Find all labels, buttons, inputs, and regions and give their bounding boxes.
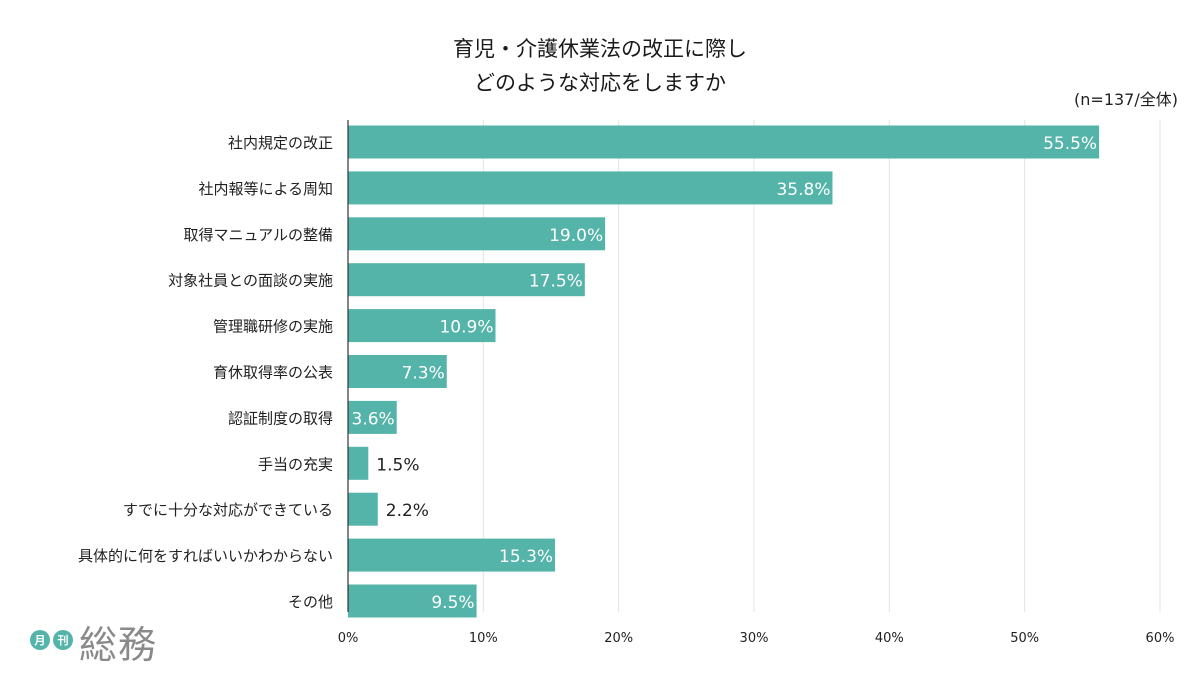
sample-size-note: (n=137/全体) (1074, 90, 1178, 109)
bar (348, 171, 833, 205)
data-label: 10.9% (439, 318, 493, 338)
chart-title-line-1: 育児・介護休業法の改正に際し (453, 37, 747, 61)
monthly-soumu-logo: 月 刊 総務 (30, 620, 157, 666)
data-label: 19.0% (549, 226, 603, 246)
bar (348, 355, 447, 388)
bar (348, 492, 378, 526)
category-label: 管理職研修の実施 (213, 318, 333, 336)
data-label: 9.5% (431, 593, 474, 613)
category-label: 取得マニュアルの整備 (183, 226, 333, 244)
bar (348, 400, 397, 434)
category-label: すでに十分な対応ができている (123, 501, 333, 519)
data-label: 3.6% (352, 409, 395, 429)
data-label: 17.5% (529, 272, 583, 292)
bar (348, 217, 606, 251)
x-tick-label: 40% (875, 631, 904, 646)
logo-wordmark: 総務 (79, 623, 158, 667)
bar (348, 446, 369, 480)
category-label: 対象社員との面談の実施 (168, 272, 333, 290)
logo-circles: 月 刊 (30, 630, 73, 650)
x-tick-label: 0% (338, 631, 359, 646)
category-label: 社内報等による周知 (198, 180, 333, 198)
bar (348, 584, 477, 618)
data-label: 15.3% (499, 547, 553, 567)
data-label: 7.3% (402, 364, 445, 384)
category-label: 手当の充実 (258, 455, 333, 473)
category-label: その他 (288, 593, 333, 611)
category-label: 認証制度の取得 (228, 409, 333, 427)
x-tick-label: 10% (469, 631, 498, 646)
data-label: 2.2% (386, 501, 429, 521)
chart-title: 育児・介護休業法の改正に際し どのような対応をしますか (0, 32, 1200, 100)
category-label: 育休取得率の公表 (213, 364, 333, 382)
category-label: 社内規定の改正 (228, 134, 333, 152)
x-tick-label: 50% (1010, 631, 1039, 646)
data-label: 55.5% (1043, 134, 1097, 154)
bar (348, 538, 556, 572)
x-tick-label: 60% (1146, 631, 1175, 646)
logo-circle-month: 月 (30, 630, 50, 650)
data-label: 35.8% (776, 180, 830, 200)
logo-circle-issue: 刊 (53, 630, 73, 650)
x-tick-label: 20% (604, 631, 633, 646)
x-tick-label: 30% (740, 631, 769, 646)
category-label: 具体的に何をすればいいかわからない (78, 547, 333, 565)
bar (348, 125, 1100, 159)
chart-title-line-2: どのような対応をしますか (474, 71, 726, 95)
bar (348, 263, 585, 297)
data-label: 1.5% (376, 455, 419, 475)
bar (348, 309, 496, 343)
